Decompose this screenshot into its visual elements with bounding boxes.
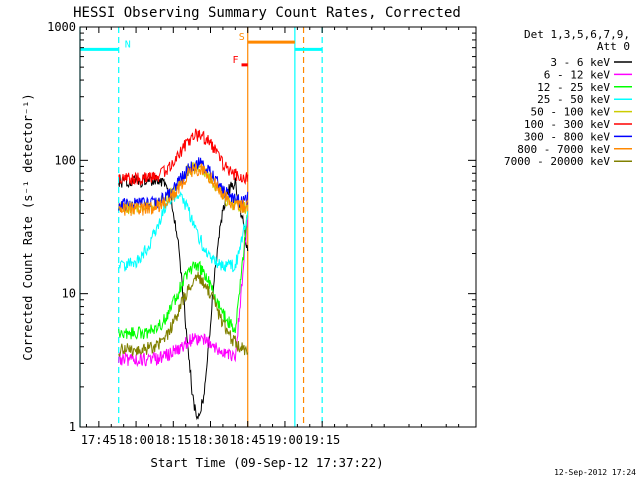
y-tick-label-1: 10 xyxy=(62,287,76,301)
x-tick-label-4: 18:45 xyxy=(230,433,266,447)
flag-label-N: N xyxy=(125,39,131,50)
x-tick-label-3: 18:30 xyxy=(192,433,228,447)
legend-label-2: 12 - 25 keV xyxy=(537,81,610,94)
axis-ticks: 17:45 18:00 18:15 18:30 18:45 19:00 19:15 1 10 10… xyxy=(47,20,476,447)
series-line-8 xyxy=(118,271,249,357)
legend-label-7: 800 - 7000 keV xyxy=(517,143,610,156)
x-tick-label-0: 17:45 xyxy=(81,433,117,447)
legend-label-5: 100 - 300 keV xyxy=(524,118,610,131)
legend-label-3: 25 - 50 keV xyxy=(537,93,610,106)
legend-label-4: 50 - 100 keV xyxy=(531,106,611,119)
legend-label-8: 7000 - 20000 keV xyxy=(504,155,610,168)
series-line-5 xyxy=(118,128,249,186)
x-tick-label-5: 19:00 xyxy=(267,433,303,447)
x-axis-label: Start Time (09-Sep-12 17:37:22) xyxy=(150,455,383,470)
series-line-7 xyxy=(118,163,249,216)
plot-frame xyxy=(79,26,477,428)
series-line-1 xyxy=(118,215,249,368)
x-tick-label-1: 18:00 xyxy=(118,433,154,447)
y-axis-label: Corrected Count Rate (s⁻¹ detector⁻¹) xyxy=(21,93,35,360)
x-tick-label-6: 19:15 xyxy=(304,433,340,447)
x-tick-label-2: 18:15 xyxy=(155,433,191,447)
chart-title: HESSI Observing Summary Count Rates, Cor… xyxy=(73,5,461,21)
y-tick-label-2: 100 xyxy=(54,153,76,167)
legend-title-line-2: Att 0 xyxy=(597,40,630,53)
flag-label-S: S xyxy=(239,32,245,43)
series-line-3 xyxy=(118,191,249,273)
legend-title-line-1: Det 1,3,5,6,7,9, xyxy=(524,28,630,41)
plot-area: N S F xyxy=(79,27,323,427)
flag-label-F: F xyxy=(233,55,239,66)
y-tick-label-0: 1 xyxy=(69,420,76,434)
series-line-2 xyxy=(118,214,249,340)
y-tick-label-3: 1000 xyxy=(47,20,76,34)
legend-label-1: 6 - 12 keV xyxy=(544,68,611,81)
legend-label-6: 300 - 800 keV xyxy=(524,130,610,143)
plot-timestamp: 12-Sep-2012 17:24 xyxy=(554,468,636,477)
legend-label-0: 3 - 6 keV xyxy=(550,56,610,69)
